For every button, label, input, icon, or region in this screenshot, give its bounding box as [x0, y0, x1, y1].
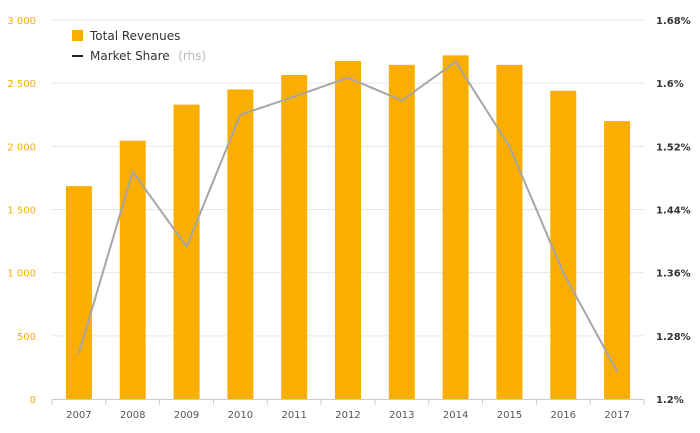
market-share-point-2013 [401, 99, 403, 102]
revenue-bars [65, 55, 631, 400]
market-share-point-2015 [508, 145, 511, 148]
right-tick-label: 1.44% [656, 206, 691, 217]
x-tick-label: 2015 [497, 410, 522, 421]
revenue-bar-2010 [227, 89, 254, 399]
right-tick-label: 1.2% [656, 395, 684, 406]
x-tick-label: 2010 [228, 410, 253, 421]
left-tick-label: 1 500 [7, 206, 36, 217]
market-share-point-2014 [454, 61, 457, 63]
x-tick-label: 2009 [174, 410, 199, 421]
legend-label-market-share: Market Share (rhs) [90, 47, 206, 64]
x-tick-label: 2017 [604, 410, 629, 421]
revenue-bar-2013 [388, 64, 415, 400]
right-tick-label: 1.36% [656, 269, 691, 280]
legend-label-revenues: Total Revenues [89, 29, 180, 43]
revenue-bar-2008 [119, 140, 146, 400]
x-tick-label: 2012 [335, 410, 360, 421]
market-share-point-2008 [131, 170, 134, 173]
right-tick-label: 1.6% [656, 79, 684, 90]
left-tick-label: 2 000 [7, 142, 36, 153]
left-tick-label: 500 [17, 332, 36, 343]
market-share-line-layer [77, 60, 618, 373]
left-tick-label: 1 000 [7, 269, 36, 280]
revenue-bar-2014 [442, 55, 469, 400]
market-share-point-2007 [78, 352, 80, 355]
right-tick-label: 1.52% [656, 142, 691, 153]
right-tick-label: 1.68% [656, 16, 691, 27]
x-tick-label: 2016 [551, 410, 576, 421]
market-share-point-2010 [239, 113, 242, 116]
x-tick-label: 2014 [443, 410, 468, 421]
legend-label-market-share-text: Market Share [90, 49, 170, 63]
x-tick-label: 2013 [389, 410, 414, 421]
market-share-point-2017 [616, 370, 618, 373]
revenue-bar-2007 [65, 186, 92, 399]
x-axis-ticks: 2007 2008 2009 2010 2011 2012 2013 2014 2015 2016… [51, 399, 645, 421]
revenue-bar-2011 [281, 74, 308, 399]
market-share-point-2012 [347, 76, 349, 79]
legend: Total Revenues Market Share (rhs) [72, 29, 206, 64]
left-axis-ticks: 0 500 1 000 1 500 2 000 2 500 3 000 [7, 16, 36, 406]
market-share-point-2009 [185, 245, 188, 248]
revenue-bar-2012 [335, 61, 361, 399]
left-tick-label: 2 500 [7, 79, 36, 90]
x-tick-label: 2011 [281, 410, 306, 421]
x-tick-label: 2008 [120, 410, 145, 421]
legend-label-market-share-note: (rhs) [178, 49, 206, 63]
market-share-point-2016 [562, 271, 565, 274]
revenue-bar-2016 [550, 90, 577, 399]
left-tick-label: 3 000 [7, 16, 36, 27]
right-axis-ticks: 1.2% 1.28% 1.36% 1.44% 1.52% 1.6% 1.68% [656, 16, 691, 406]
left-tick-label: 0 [30, 395, 36, 406]
market-share-point-2011 [293, 95, 295, 98]
x-tick-label: 2007 [66, 410, 91, 421]
legend-swatch-revenues [72, 30, 83, 41]
right-tick-label: 1.28% [656, 332, 691, 343]
revenue-bar-2009 [173, 104, 200, 399]
revenue-bar-2015 [496, 64, 523, 400]
revenue-bar-2017 [604, 121, 631, 400]
